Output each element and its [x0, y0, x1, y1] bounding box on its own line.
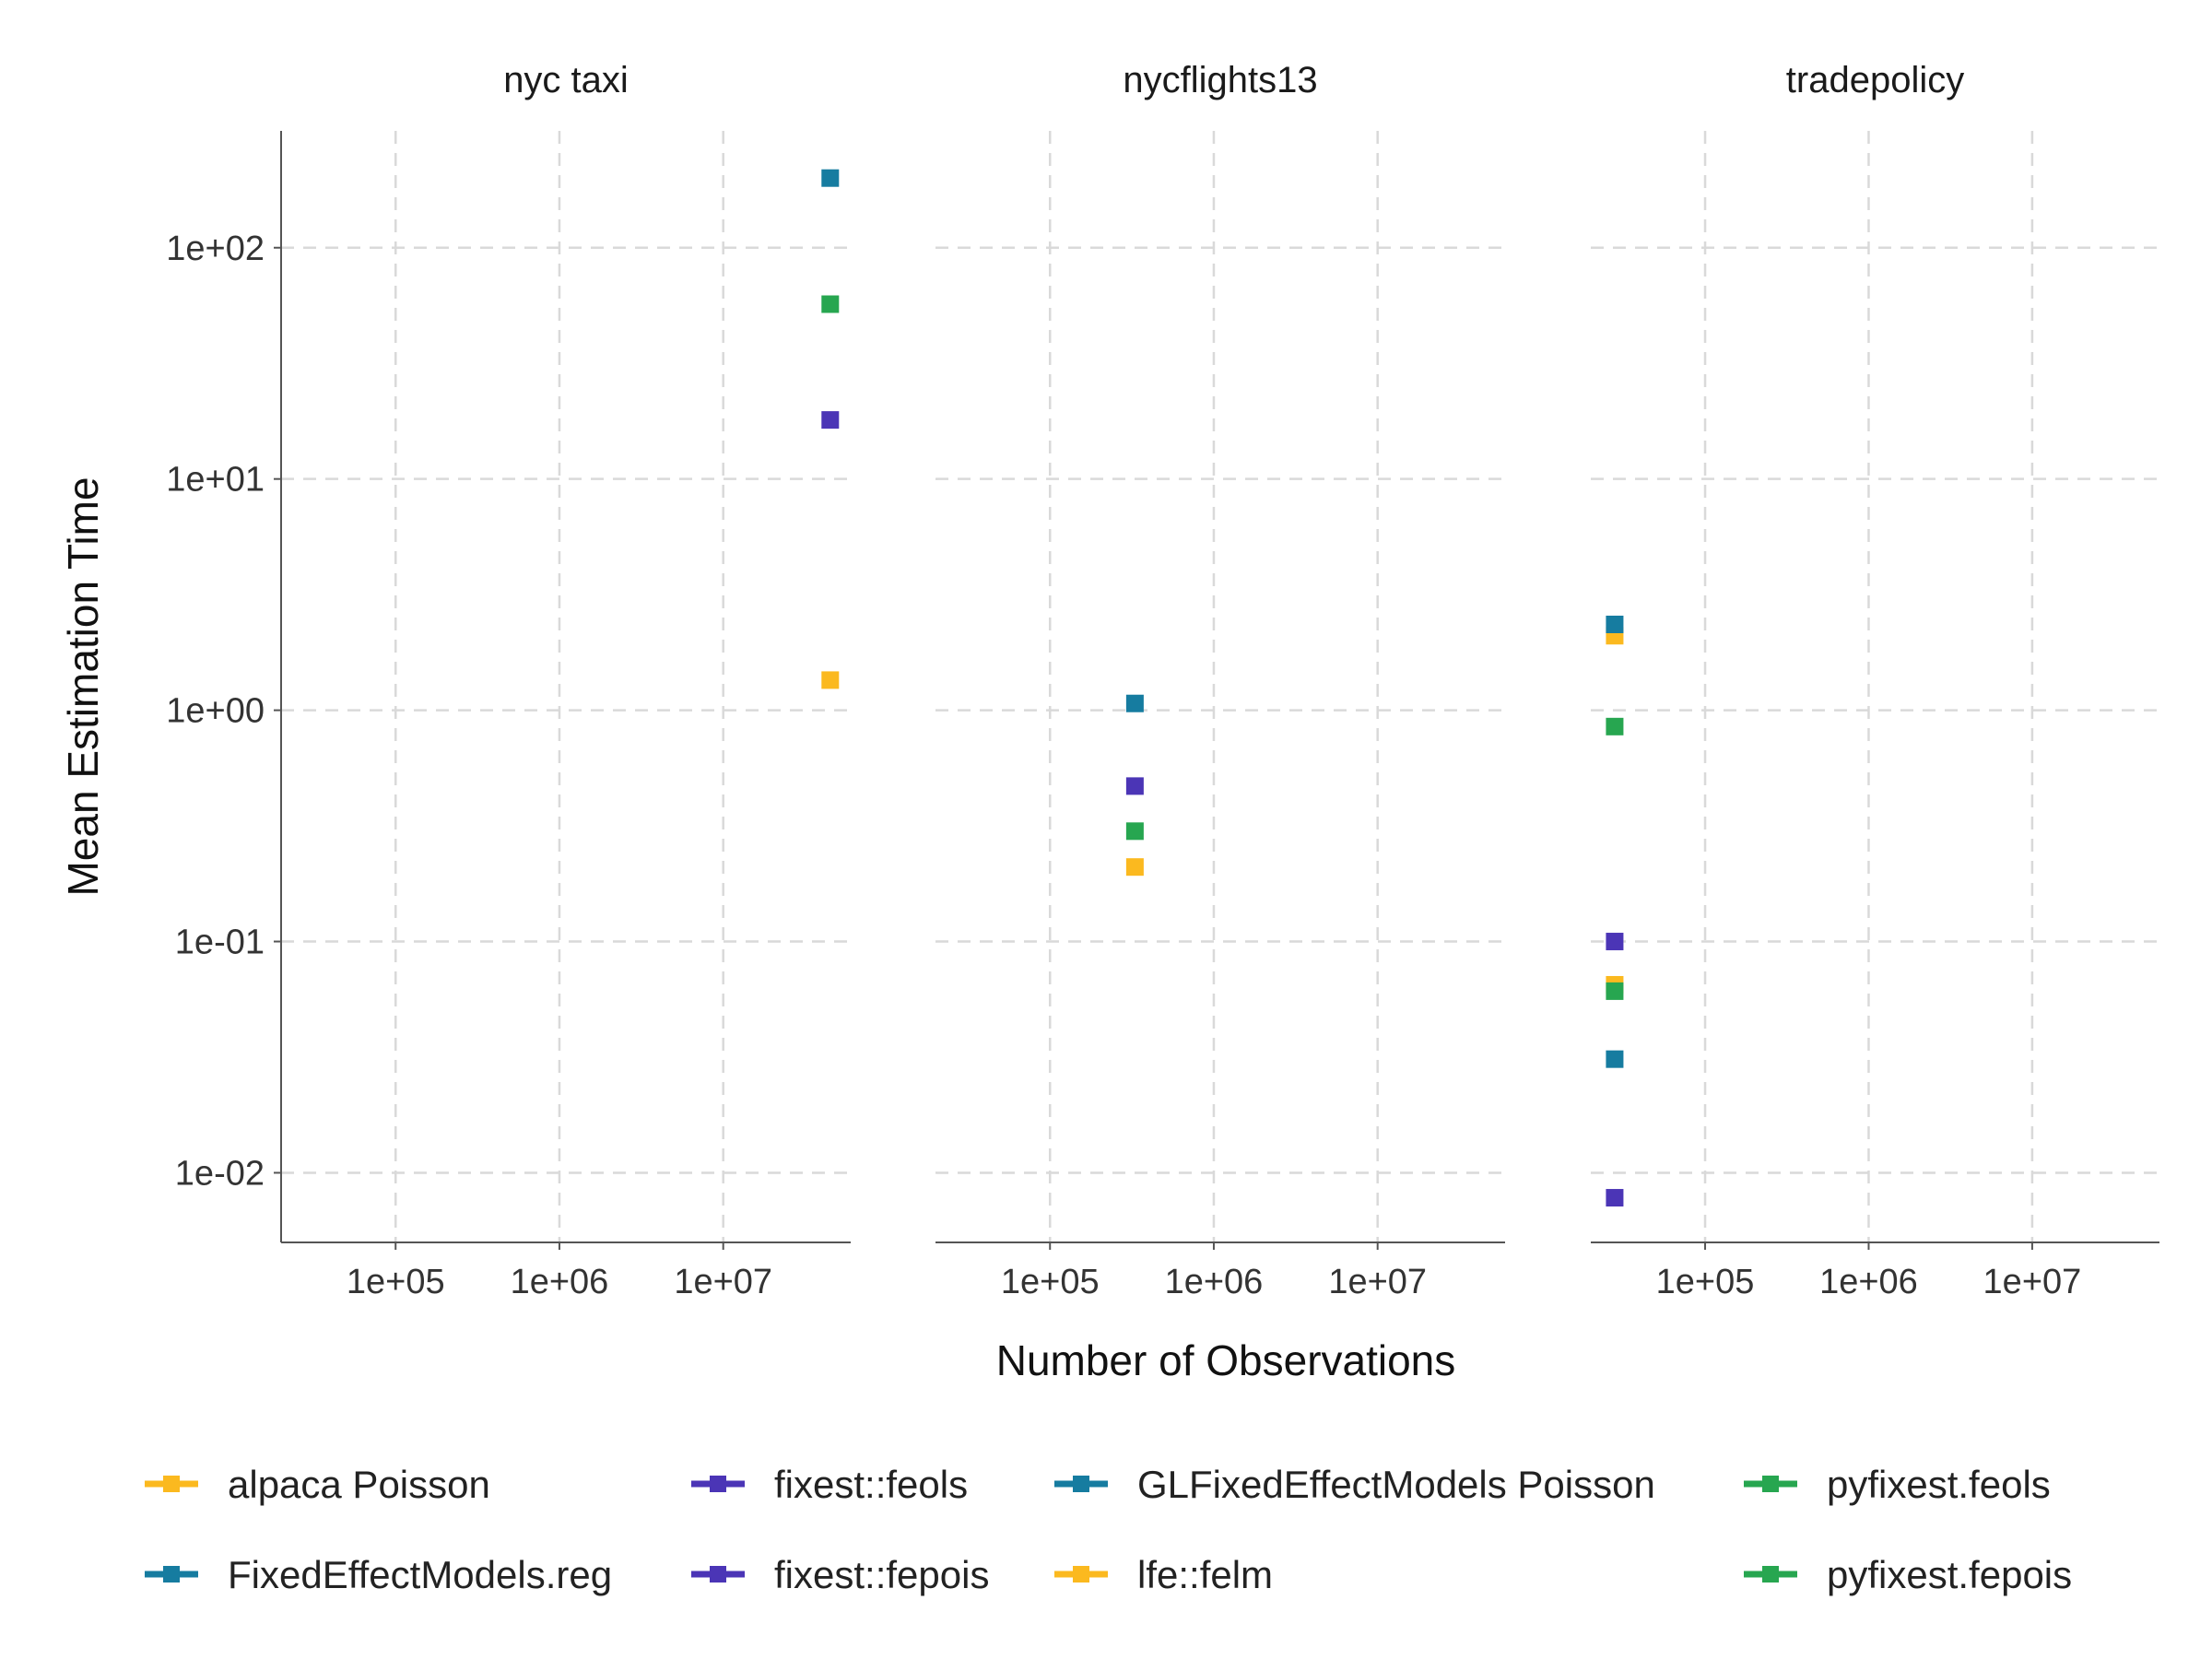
- legend-key-marker: [1762, 1566, 1779, 1583]
- x-tick-label: 1e+05: [1001, 1263, 1100, 1301]
- legend-label: FixedEffectModels.reg: [228, 1553, 612, 1596]
- legend-label: lfe::felm: [1137, 1553, 1273, 1596]
- legend-label: fixest::fepois: [774, 1553, 989, 1596]
- x-tick-label: 1e+07: [674, 1263, 772, 1301]
- x-tick-label: 1e+05: [1656, 1263, 1755, 1301]
- point-glfixedeffectmodels-poisson: [1125, 694, 1144, 712]
- x-tick-label: 1e+07: [1983, 1263, 2082, 1301]
- y-tick-label: 1e+00: [166, 692, 265, 731]
- legend-label: GLFixedEffectModels Poisson: [1137, 1463, 1655, 1506]
- legend-item-fixedeffectmodels-reg: FixedEffectModels.reg: [145, 1553, 612, 1596]
- legend-label: fixest::feols: [774, 1463, 968, 1506]
- point-fixedeffectmodels-reg: [1606, 1050, 1624, 1068]
- legend-key-marker: [1073, 1476, 1089, 1492]
- point-glfixedeffectmodels-poisson: [821, 169, 840, 187]
- point-pyfixest-feols: [1125, 822, 1144, 841]
- y-tick-label: 1e-02: [175, 1154, 265, 1193]
- y-tick-label: 1e+02: [166, 229, 265, 268]
- facet-panels: 1e-02 1e-01 1e+00 1e+01 1e+02 1e+05 1e+06 1e+07…: [166, 60, 2159, 1301]
- facet-nycflights13: 1e+05 1e+06 1e+07 nycflights13: [935, 60, 1505, 1301]
- point-alpaca-poisson: [1125, 858, 1144, 877]
- legend-key-marker: [1073, 1566, 1089, 1583]
- legend-item-lfe-felm: lfe::felm: [1054, 1553, 1273, 1596]
- point-fixest-fepois: [1606, 1189, 1624, 1207]
- y-tick-label: 1e-01: [175, 924, 265, 962]
- point-pyfixest-feols: [821, 295, 840, 313]
- legend-item-fixest-fepois: fixest::fepois: [691, 1553, 989, 1596]
- x-tick-label: 1e+06: [1165, 1263, 1264, 1301]
- legend-label: pyfixest.fepois: [1827, 1553, 2072, 1596]
- facet-title: nyc taxi: [503, 60, 629, 100]
- legend-item-pyfixest-fepois: pyfixest.fepois: [1744, 1553, 2072, 1596]
- x-axis-title: Number of Observations: [996, 1336, 1456, 1384]
- legend-key-marker: [1762, 1476, 1779, 1492]
- legend-label: pyfixest.feols: [1827, 1463, 2051, 1506]
- point-pyfixest-fepois: [1606, 982, 1624, 1000]
- legend-key-marker: [163, 1566, 180, 1583]
- point-pyfixest-feols: [1606, 717, 1624, 735]
- legend-item-glfixedeffectmodels-poisson: GLFixedEffectModels Poisson: [1054, 1463, 1655, 1506]
- x-tick-label: 1e+06: [511, 1263, 609, 1301]
- legend-item-pyfixest-feols: pyfixest.feols: [1744, 1463, 2051, 1506]
- legend-key-marker: [710, 1566, 726, 1583]
- data-points: [821, 169, 1624, 1207]
- legend-item-alpaca-poisson: alpaca Poisson: [145, 1463, 490, 1506]
- x-tick-label: 1e+05: [347, 1263, 445, 1301]
- facet-title: nycflights13: [1123, 60, 1317, 100]
- x-tick-label: 1e+06: [1819, 1263, 1918, 1301]
- point-fixest-feols: [1606, 933, 1624, 951]
- legend-label: alpaca Poisson: [228, 1463, 490, 1506]
- point-alpaca-poisson: [821, 671, 840, 689]
- facet-nyc-taxi: 1e-02 1e-01 1e+00 1e+01 1e+02 1e+05 1e+06 1e+07…: [166, 60, 851, 1301]
- facet-title: tradepolicy: [1786, 60, 1964, 100]
- y-axis-title: Mean Estimation Time: [59, 477, 107, 896]
- legend-item-fixest-feols: fixest::feols: [691, 1463, 968, 1506]
- point-fixest-feols: [1125, 777, 1144, 795]
- legend: alpaca Poisson FixedEffectModels.reg fixes…: [145, 1463, 2072, 1596]
- point-fixest-feols: [821, 411, 840, 429]
- x-tick-label: 1e+07: [1328, 1263, 1427, 1301]
- legend-key-marker: [710, 1476, 726, 1492]
- facet-tradepolicy: 1e+05 1e+06 1e+07 tradepolicy: [1591, 60, 2159, 1301]
- y-tick-label: 1e+01: [166, 461, 265, 500]
- point-glfixedeffectmodels-poisson: [1606, 615, 1624, 633]
- legend-key-marker: [163, 1476, 180, 1492]
